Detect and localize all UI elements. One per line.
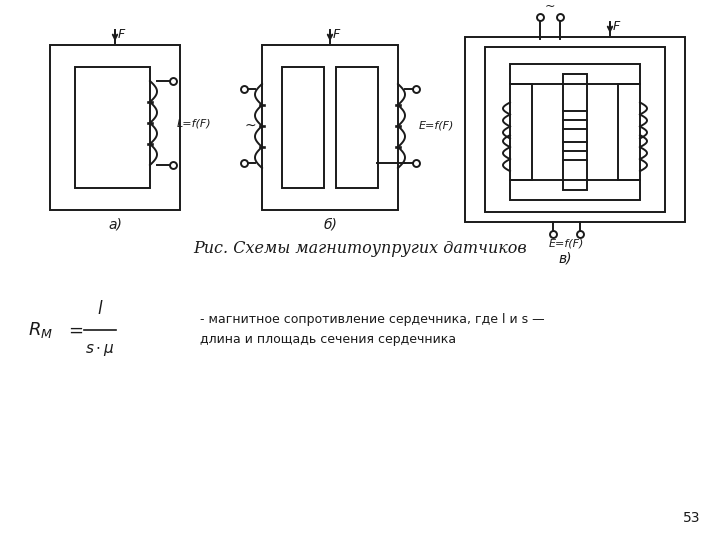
Bar [618,84,640,180]
Text: $s \cdot \mu$: $s \cdot \mu$ [85,342,115,358]
Text: Рис. Схемы магнитоупругих датчиков: Рис. Схемы магнитоупругих датчиков [193,240,527,257]
Text: F: F [118,28,125,41]
Bar [485,47,665,212]
Bar [262,45,398,210]
Text: б): б) [323,218,337,232]
Text: L=f(F): L=f(F) [177,118,212,128]
Text: - магнитное сопротивление сердечника, где l и s —: - магнитное сопротивление сердечника, гд… [200,314,544,327]
Bar [282,67,324,188]
Text: в): в) [558,252,572,266]
Text: ~: ~ [245,119,256,133]
Bar [563,74,587,190]
Bar [75,67,150,188]
Text: E=f(F): E=f(F) [549,238,584,248]
Bar [336,67,378,188]
Bar [510,84,532,180]
Bar [510,180,640,200]
Text: F: F [613,20,620,33]
Text: а): а) [108,218,122,232]
Text: $l$: $l$ [96,300,103,318]
Text: ~: ~ [545,0,555,13]
Text: F: F [333,28,341,41]
Bar [510,64,640,84]
Text: $R_{M}$: $R_{M}$ [28,320,53,340]
Text: E=f(F): E=f(F) [419,121,454,131]
Text: 53: 53 [683,511,700,525]
Text: $=$: $=$ [65,321,84,339]
Bar [465,37,685,222]
Bar [50,45,180,210]
Text: длина и площадь сечения сердечника: длина и площадь сечения сердечника [200,334,456,347]
